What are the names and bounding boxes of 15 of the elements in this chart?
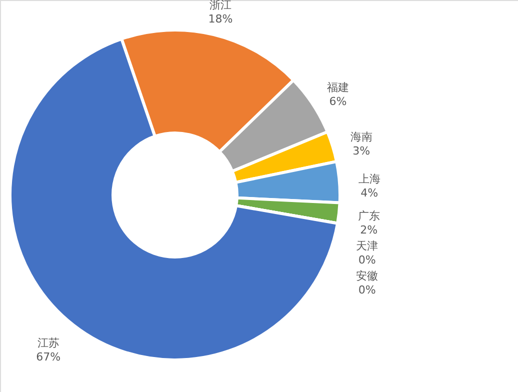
slice-label: 上海 [358, 172, 380, 186]
slice-label: 广东 [358, 209, 380, 222]
category-label: 安徽 [356, 269, 378, 282]
category-label: 天津 [356, 239, 378, 252]
data-label: 3% [352, 144, 370, 158]
text: 0% [358, 253, 376, 266]
slice-label: 江苏 [37, 336, 60, 350]
data-label: 6% [329, 94, 347, 108]
slice-label: 福建 [326, 80, 349, 94]
data-label: 2% [360, 223, 378, 236]
text: 0% [358, 283, 376, 296]
slice-label: 海南 [350, 130, 372, 144]
data-label: 18% [208, 12, 233, 26]
data-label: 67% [36, 350, 61, 364]
data-label: 4% [360, 186, 378, 200]
